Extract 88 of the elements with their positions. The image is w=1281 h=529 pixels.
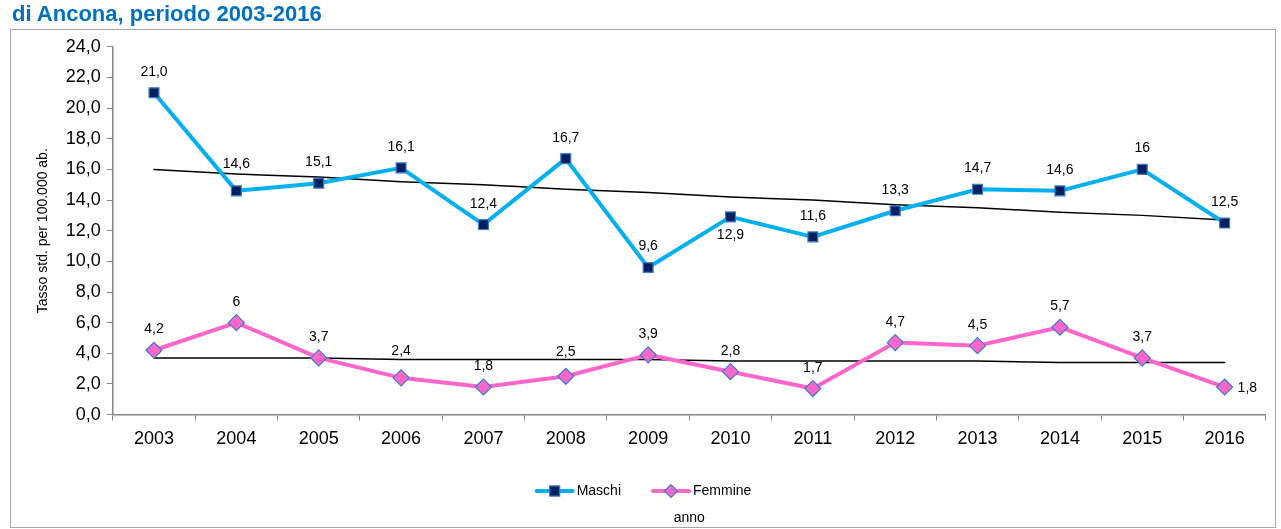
y-tick-label: 16,0	[65, 158, 101, 179]
point	[230, 185, 242, 197]
data-label: 3,7	[308, 327, 329, 344]
point	[557, 367, 575, 385]
x-tick-label: 2009	[628, 428, 669, 449]
point	[560, 153, 572, 165]
y-tick-label: 0,0	[75, 403, 101, 424]
y-tick-label: 2,0	[75, 372, 101, 393]
point	[392, 369, 410, 387]
data-label: 2,8	[720, 341, 741, 358]
point	[313, 177, 325, 189]
y-tick-label: 10,0	[65, 250, 101, 271]
point	[721, 363, 740, 381]
data-label: 14,7	[963, 159, 992, 176]
data-label: 13,3	[881, 180, 910, 197]
data-label: 9,6	[638, 237, 659, 254]
point	[639, 346, 657, 364]
x-tick-label: 2012	[875, 428, 916, 449]
point	[145, 341, 163, 359]
point	[724, 211, 737, 223]
x-tick-label: 2015	[1122, 428, 1163, 449]
point	[889, 205, 901, 217]
data-label: 1,7	[803, 358, 823, 375]
x-tick-label: 2014	[1039, 428, 1080, 449]
data-label: 15,1	[305, 153, 333, 170]
point	[310, 349, 328, 367]
y-axis-title: Tasso std. per 100.000 ab.	[34, 148, 51, 314]
y-tick-label: 8,0	[75, 280, 101, 301]
point	[1133, 349, 1151, 367]
data-label: 16	[1134, 139, 1151, 156]
data-label: 1,8	[1237, 379, 1258, 396]
x-tick-label: 2003	[133, 428, 175, 449]
x-tick-label: 2011	[793, 428, 833, 449]
point	[886, 333, 904, 352]
point	[1136, 163, 1148, 175]
chart-title: di Ancona, periodo 2003-2016	[12, 1, 322, 27]
point	[148, 87, 160, 99]
x-tick-label: 2008	[545, 428, 586, 449]
data-label: 3,9	[638, 324, 659, 341]
point	[968, 337, 987, 355]
y-tick-label: 6,0	[75, 311, 101, 332]
data-label: 12,5	[1211, 193, 1239, 210]
data-label: 21,0	[140, 62, 168, 79]
point	[1051, 318, 1069, 336]
y-tick-label: 18,0	[65, 127, 101, 148]
data-label: 16,7	[552, 128, 580, 145]
point	[227, 314, 245, 332]
point	[972, 183, 984, 195]
y-tick-label: 14,0	[65, 189, 101, 210]
data-label: 4,7	[885, 312, 906, 329]
y-tick-label: 4,0	[75, 342, 101, 363]
data-label: 16,1	[387, 137, 415, 154]
data-label: 4,2	[144, 320, 164, 337]
x-tick-label: 2005	[298, 428, 339, 449]
point	[477, 219, 489, 231]
point	[807, 231, 819, 243]
data-label: 11,6	[799, 206, 827, 223]
data-label: 6	[232, 292, 241, 309]
x-tick-label: 2016	[1204, 428, 1245, 449]
data-label: 12,4	[469, 194, 498, 211]
point	[474, 378, 493, 396]
y-tick-label: 22,0	[65, 66, 101, 87]
y-tick-label: 24,0	[65, 35, 101, 56]
data-label: 4,5	[967, 315, 988, 332]
data-label: 12,9	[716, 225, 745, 242]
x-tick-label: 2010	[710, 428, 751, 449]
data-label: 14,6	[1046, 160, 1074, 177]
y-tick-label: 12,0	[65, 219, 101, 240]
point	[642, 261, 654, 274]
point	[1219, 217, 1231, 229]
y-tick-label: 20,0	[65, 97, 101, 118]
x-axis-title: anno	[673, 509, 706, 526]
data-label: 2,5	[556, 343, 576, 360]
data-label: 5,7	[1050, 297, 1070, 314]
x-tick-label: 2013	[957, 428, 998, 449]
x-tick-label: 2004	[216, 428, 257, 449]
x-tick-label: 2007	[463, 428, 504, 449]
legend-label: Maschi	[576, 481, 622, 498]
data-label: 3,7	[1132, 327, 1153, 344]
x-tick-label: 2006	[381, 428, 422, 449]
point	[1054, 185, 1066, 197]
data-label: 1,8	[473, 357, 494, 374]
data-label: 14,6	[222, 154, 251, 171]
point	[1216, 378, 1234, 396]
legend-label: Femmine	[693, 481, 752, 498]
data-label: 2,4	[391, 341, 412, 358]
point	[804, 379, 822, 398]
point	[395, 162, 407, 174]
